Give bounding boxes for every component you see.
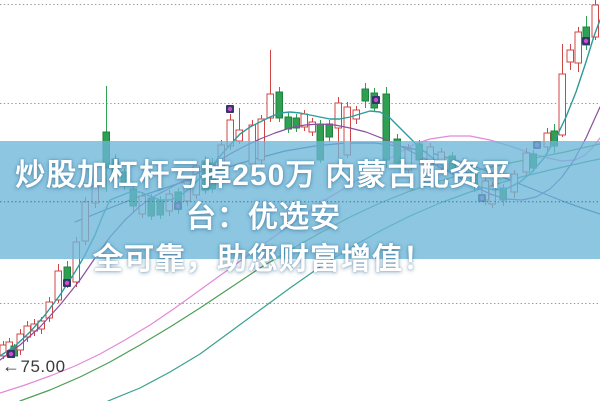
banner-line-1: 炒股加杠杆亏掉250万 内蒙古配资平台：优选安 xyxy=(15,159,512,234)
trade-marker-dot xyxy=(227,106,233,112)
left-arrow-icon: ← xyxy=(2,356,21,376)
candlestick-down xyxy=(275,91,283,119)
candlestick-down xyxy=(292,117,300,129)
banner-line-2: 全可靠，助您财富增值！ xyxy=(93,243,434,276)
trade-marker-dot xyxy=(64,280,70,286)
price-annotation: ←75.00 xyxy=(2,356,66,377)
candlestick-up xyxy=(591,4,599,38)
candlestick-up xyxy=(266,93,274,119)
trade-marker-dot xyxy=(8,351,14,357)
candlestick-up xyxy=(54,270,62,301)
candlestick-up xyxy=(558,73,566,136)
candlestick-up xyxy=(308,121,316,133)
price-annotation-value: 75.00 xyxy=(20,357,66,376)
promo-banner-text: 炒股加杠杆亏掉250万 内蒙古配资平台：优选安 全可靠，助您财富增值！ xyxy=(0,155,527,281)
candlestick-down xyxy=(325,123,333,138)
trade-marker-dot xyxy=(373,97,379,103)
candlestick-up xyxy=(334,102,342,129)
promo-banner-overlay xyxy=(0,141,600,259)
trade-marker-dot xyxy=(583,38,589,44)
candlestick-up xyxy=(574,31,582,64)
candlestick-down xyxy=(284,116,292,130)
gridline-overlay xyxy=(0,201,600,202)
candlestick-up xyxy=(566,49,574,63)
candlestick-down xyxy=(361,88,369,102)
